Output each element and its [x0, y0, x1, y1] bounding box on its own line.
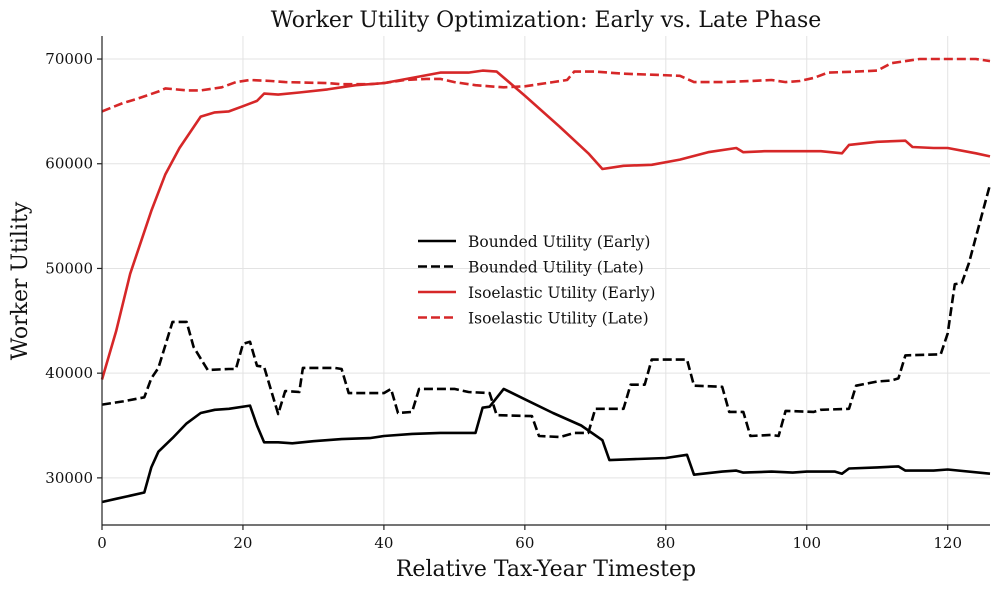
series-line-isoelastic-utility-late: [101, 57, 991, 113]
series-line-bounded-utility-late: [101, 184, 992, 439]
legend-label-isoelastic-utility-late: Isoelastic Utility (Late): [468, 310, 649, 328]
y-tick-label: 30000: [45, 469, 93, 487]
x-tick-label: 20: [233, 534, 252, 552]
y-axis-label: Worker Utility: [8, 201, 33, 360]
axes: 0 20 40 60 80 100 120 30000 40000 50000 60000 70000: [45, 36, 990, 552]
x-tick-label: 0: [97, 534, 107, 552]
y-tick-label: 70000: [45, 50, 93, 68]
x-tick-label: 60: [515, 534, 534, 552]
series-line-bounded-utility-early: [101, 387, 991, 504]
legend-label-isoelastic-utility-early: Isoelastic Utility (Early): [468, 284, 655, 302]
x-axis-label: Relative Tax-Year Timestep: [396, 557, 696, 582]
x-tick-label: 80: [656, 534, 675, 552]
y-tick-label: 40000: [45, 364, 93, 382]
y-tick-label: 60000: [45, 155, 93, 173]
legend-label-bounded-utility-late: Bounded Utility (Late): [468, 259, 644, 277]
x-tick-label: 100: [792, 534, 821, 552]
series-layer: [100, 57, 992, 504]
grid-lines: [101, 36, 990, 525]
chart-title: Worker Utility Optimization: Early vs. L…: [271, 8, 822, 33]
legend-label-bounded-utility-early: Bounded Utility (Early): [468, 233, 650, 251]
y-tick-label: 50000: [45, 259, 93, 277]
x-tick-label: 40: [374, 534, 393, 552]
x-tick-label: 120: [933, 534, 962, 552]
legend: Bounded Utility (Early) Bounded Utility (…: [418, 233, 655, 328]
series-line-isoelastic-utility-early: [100, 69, 991, 380]
